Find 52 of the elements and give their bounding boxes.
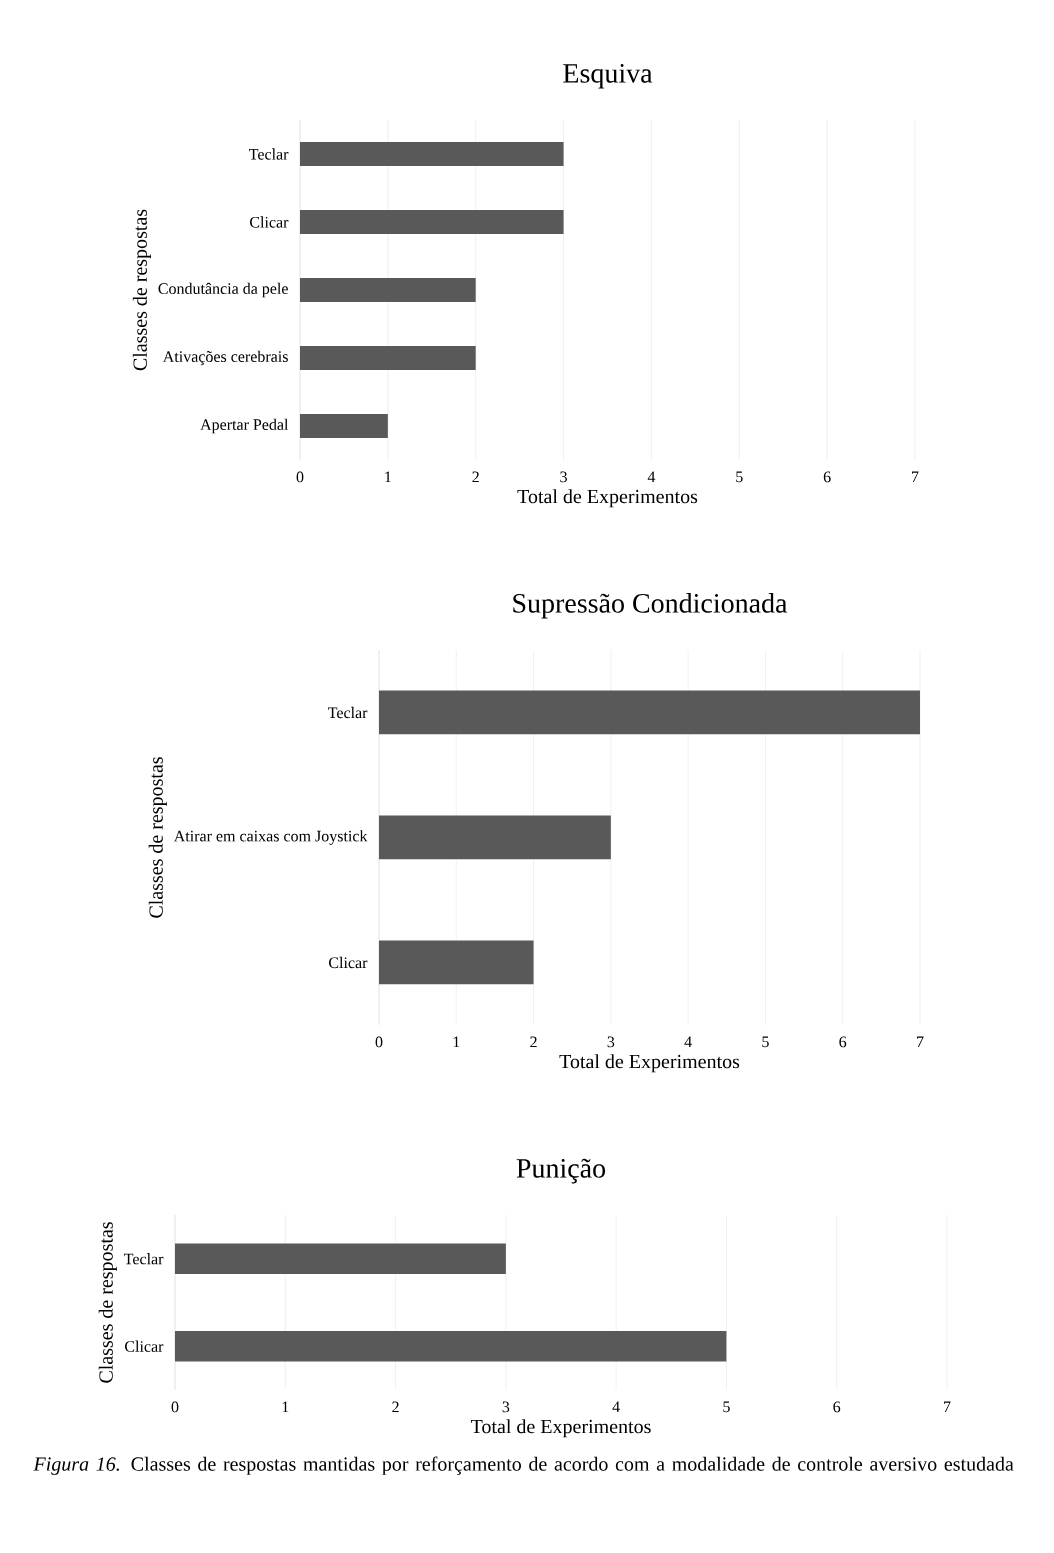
x-tick-label: 4 xyxy=(612,1401,620,1413)
bar xyxy=(379,690,920,735)
bar xyxy=(300,278,476,302)
x-tick-label: 5 xyxy=(723,1401,730,1413)
x-tick-label: 0 xyxy=(296,471,304,483)
y-tick-label: Teclar xyxy=(124,1253,164,1265)
y-tick-label: Teclar xyxy=(249,148,289,160)
y-tick-label: Condutância da pele xyxy=(158,282,288,298)
x-axis-title: Total de Experimentos xyxy=(517,489,698,508)
y-axis-title: Classes de respostas xyxy=(98,1222,117,1383)
y-tick-label: Clicar xyxy=(329,956,368,969)
y-tick-label: Teclar xyxy=(328,706,368,719)
x-tick-label: 2 xyxy=(530,1036,537,1048)
y-tick-label: Apertar Pedal xyxy=(200,418,289,434)
x-tick-label: 2 xyxy=(472,471,479,483)
bar xyxy=(300,414,388,438)
chart-title: Supressão Condicionada xyxy=(513,593,788,619)
bar xyxy=(379,815,611,860)
x-tick-label: 0 xyxy=(375,1036,383,1048)
x-tick-label: 6 xyxy=(833,1401,841,1413)
x-tick-label: 5 xyxy=(762,1036,769,1048)
x-tick-label: 1 xyxy=(385,471,391,483)
x-tick-label: 3 xyxy=(502,1401,510,1413)
x-tick-label: 0 xyxy=(171,1401,179,1413)
x-tick-label: 2 xyxy=(392,1401,399,1413)
y-tick-label: Clicar xyxy=(125,1340,164,1352)
x-tick-label: 4 xyxy=(684,1036,692,1048)
x-tick-label: 5 xyxy=(736,471,743,483)
x-tick-label: 7 xyxy=(912,471,919,483)
bar xyxy=(300,346,476,370)
chart-title: Punição xyxy=(516,1158,606,1184)
bar xyxy=(300,210,564,234)
y-tick-label: Clicar xyxy=(250,216,289,228)
y-axis-title: Classes de respostas xyxy=(132,209,151,371)
y-tick-label: Atirar em caixas com Joystick xyxy=(173,830,368,845)
x-tick-label: 3 xyxy=(607,1036,615,1048)
x-axis-title: Total de Experimentos xyxy=(470,1419,651,1438)
y-axis-title: Classes de respostas xyxy=(148,757,167,918)
chart-title: Esquiva xyxy=(563,63,653,89)
x-tick-label: 3 xyxy=(560,471,567,483)
x-tick-label: 6 xyxy=(823,471,831,483)
x-tick-label: 1 xyxy=(453,1036,460,1048)
bar xyxy=(379,940,534,985)
y-tick-label: Ativações cerebrais xyxy=(162,350,288,366)
x-tick-label: 6 xyxy=(839,1036,847,1048)
text: Figura 16. Classes de respostas mantidas por reforçamento de acordo com a modalidade de controle aversivo estudada xyxy=(33,1456,1014,1475)
x-tick-label: 7 xyxy=(944,1401,951,1412)
x-tick-label: 7 xyxy=(917,1036,924,1048)
x-axis-title: Total de Experimentos xyxy=(559,1054,740,1073)
x-tick-label: 1 xyxy=(282,1401,289,1413)
x-tick-label: 4 xyxy=(647,471,656,483)
bar xyxy=(300,142,564,166)
